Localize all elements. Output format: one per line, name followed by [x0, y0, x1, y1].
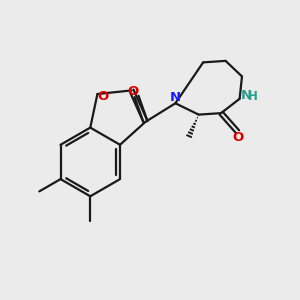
Text: O: O [232, 131, 243, 144]
Text: H: H [248, 90, 257, 103]
Text: N: N [241, 89, 252, 102]
Text: O: O [128, 85, 139, 98]
Text: O: O [97, 90, 108, 103]
Text: N: N [170, 92, 181, 104]
